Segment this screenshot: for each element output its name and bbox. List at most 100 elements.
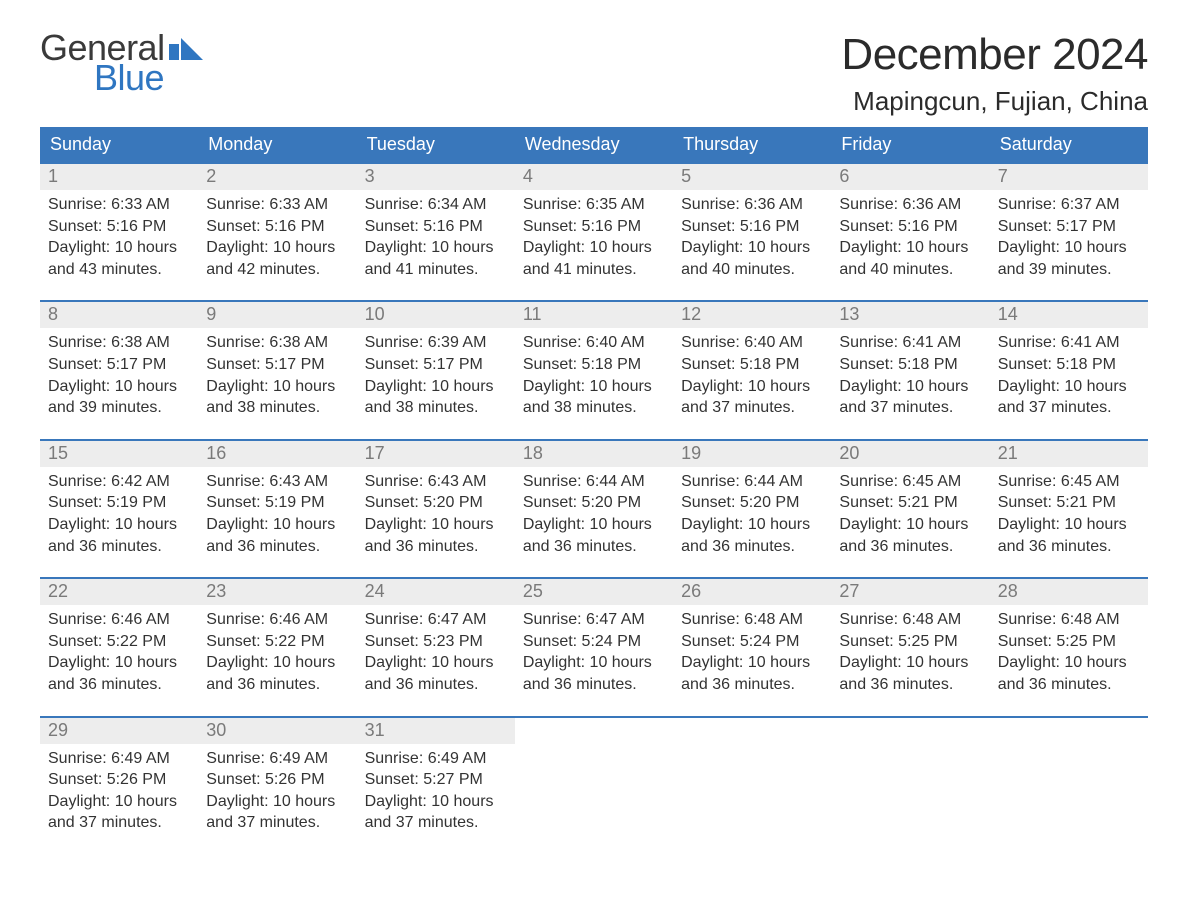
day-sunset: Sunset: 5:17 PM	[365, 354, 507, 376]
day-daylight1: Daylight: 10 hours	[681, 237, 823, 259]
day-sunset: Sunset: 5:24 PM	[523, 631, 665, 653]
day-daylight2: and 36 minutes.	[681, 674, 823, 696]
day-daylight1: Daylight: 10 hours	[681, 514, 823, 536]
day-daylight2: and 36 minutes.	[206, 674, 348, 696]
day-body: Sunrise: 6:36 AMSunset: 5:16 PMDaylight:…	[831, 190, 989, 280]
day-daylight1: Daylight: 10 hours	[681, 652, 823, 674]
week-row: 29Sunrise: 6:49 AMSunset: 5:26 PMDayligh…	[40, 716, 1148, 854]
day-cell	[831, 718, 989, 854]
day-sunset: Sunset: 5:26 PM	[48, 769, 190, 791]
day-daylight1: Daylight: 10 hours	[206, 514, 348, 536]
day-body: Sunrise: 6:40 AMSunset: 5:18 PMDaylight:…	[515, 328, 673, 418]
day-daylight1: Daylight: 10 hours	[523, 237, 665, 259]
day-body: Sunrise: 6:37 AMSunset: 5:17 PMDaylight:…	[990, 190, 1148, 280]
day-body: Sunrise: 6:38 AMSunset: 5:17 PMDaylight:…	[198, 328, 356, 418]
day-daylight1: Daylight: 10 hours	[998, 652, 1140, 674]
day-cell: 27Sunrise: 6:48 AMSunset: 5:25 PMDayligh…	[831, 579, 989, 715]
day-cell: 8Sunrise: 6:38 AMSunset: 5:17 PMDaylight…	[40, 302, 198, 438]
day-sunset: Sunset: 5:17 PM	[998, 216, 1140, 238]
day-sunrise: Sunrise: 6:48 AM	[998, 609, 1140, 631]
day-daylight2: and 41 minutes.	[365, 259, 507, 281]
day-sunrise: Sunrise: 6:40 AM	[523, 332, 665, 354]
day-body: Sunrise: 6:36 AMSunset: 5:16 PMDaylight:…	[673, 190, 831, 280]
day-daylight1: Daylight: 10 hours	[998, 237, 1140, 259]
day-daylight1: Daylight: 10 hours	[48, 652, 190, 674]
day-daylight1: Daylight: 10 hours	[206, 791, 348, 813]
day-sunrise: Sunrise: 6:38 AM	[48, 332, 190, 354]
day-number: 9	[198, 302, 356, 328]
day-body: Sunrise: 6:49 AMSunset: 5:26 PMDaylight:…	[40, 744, 198, 834]
day-cell: 15Sunrise: 6:42 AMSunset: 5:19 PMDayligh…	[40, 441, 198, 577]
day-sunrise: Sunrise: 6:41 AM	[998, 332, 1140, 354]
day-sunrise: Sunrise: 6:48 AM	[681, 609, 823, 631]
day-daylight2: and 36 minutes.	[48, 674, 190, 696]
day-body: Sunrise: 6:43 AMSunset: 5:20 PMDaylight:…	[357, 467, 515, 557]
day-number: 22	[40, 579, 198, 605]
day-daylight2: and 39 minutes.	[48, 397, 190, 419]
day-daylight2: and 36 minutes.	[998, 536, 1140, 558]
day-sunset: Sunset: 5:21 PM	[998, 492, 1140, 514]
day-body: Sunrise: 6:33 AMSunset: 5:16 PMDaylight:…	[198, 190, 356, 280]
week-row: 1Sunrise: 6:33 AMSunset: 5:16 PMDaylight…	[40, 162, 1148, 300]
day-cell: 13Sunrise: 6:41 AMSunset: 5:18 PMDayligh…	[831, 302, 989, 438]
day-number: 4	[515, 164, 673, 190]
day-number: 23	[198, 579, 356, 605]
day-body: Sunrise: 6:48 AMSunset: 5:25 PMDaylight:…	[990, 605, 1148, 695]
day-daylight2: and 37 minutes.	[206, 812, 348, 834]
day-body: Sunrise: 6:49 AMSunset: 5:26 PMDaylight:…	[198, 744, 356, 834]
day-sunset: Sunset: 5:16 PM	[365, 216, 507, 238]
day-number: 14	[990, 302, 1148, 328]
day-sunset: Sunset: 5:25 PM	[839, 631, 981, 653]
day-cell	[673, 718, 831, 854]
day-body: Sunrise: 6:39 AMSunset: 5:17 PMDaylight:…	[357, 328, 515, 418]
title-location: Mapingcun, Fujian, China	[841, 86, 1148, 117]
day-daylight2: and 40 minutes.	[839, 259, 981, 281]
day-daylight1: Daylight: 10 hours	[365, 376, 507, 398]
day-sunset: Sunset: 5:24 PM	[681, 631, 823, 653]
day-cell: 31Sunrise: 6:49 AMSunset: 5:27 PMDayligh…	[357, 718, 515, 854]
day-daylight2: and 38 minutes.	[523, 397, 665, 419]
day-daylight2: and 36 minutes.	[206, 536, 348, 558]
week-row: 22Sunrise: 6:46 AMSunset: 5:22 PMDayligh…	[40, 577, 1148, 715]
day-daylight2: and 40 minutes.	[681, 259, 823, 281]
day-daylight1: Daylight: 10 hours	[206, 652, 348, 674]
day-sunrise: Sunrise: 6:44 AM	[523, 471, 665, 493]
day-daylight2: and 36 minutes.	[365, 536, 507, 558]
day-sunset: Sunset: 5:19 PM	[48, 492, 190, 514]
day-sunset: Sunset: 5:20 PM	[365, 492, 507, 514]
day-number: 15	[40, 441, 198, 467]
day-daylight1: Daylight: 10 hours	[839, 652, 981, 674]
day-body: Sunrise: 6:49 AMSunset: 5:27 PMDaylight:…	[357, 744, 515, 834]
day-body: Sunrise: 6:47 AMSunset: 5:24 PMDaylight:…	[515, 605, 673, 695]
dow-tuesday: Tuesday	[357, 127, 515, 162]
day-sunset: Sunset: 5:17 PM	[206, 354, 348, 376]
day-daylight1: Daylight: 10 hours	[365, 791, 507, 813]
day-daylight2: and 42 minutes.	[206, 259, 348, 281]
day-body: Sunrise: 6:41 AMSunset: 5:18 PMDaylight:…	[990, 328, 1148, 418]
day-sunrise: Sunrise: 6:42 AM	[48, 471, 190, 493]
day-cell: 22Sunrise: 6:46 AMSunset: 5:22 PMDayligh…	[40, 579, 198, 715]
day-daylight2: and 37 minutes.	[681, 397, 823, 419]
day-daylight1: Daylight: 10 hours	[523, 514, 665, 536]
day-cell: 7Sunrise: 6:37 AMSunset: 5:17 PMDaylight…	[990, 164, 1148, 300]
day-daylight2: and 36 minutes.	[839, 674, 981, 696]
day-daylight1: Daylight: 10 hours	[365, 514, 507, 536]
day-sunrise: Sunrise: 6:46 AM	[206, 609, 348, 631]
day-sunrise: Sunrise: 6:49 AM	[48, 748, 190, 770]
day-daylight2: and 36 minutes.	[523, 536, 665, 558]
day-sunset: Sunset: 5:16 PM	[48, 216, 190, 238]
day-sunset: Sunset: 5:18 PM	[839, 354, 981, 376]
day-daylight2: and 36 minutes.	[365, 674, 507, 696]
day-daylight2: and 39 minutes.	[998, 259, 1140, 281]
day-daylight1: Daylight: 10 hours	[523, 652, 665, 674]
day-sunrise: Sunrise: 6:34 AM	[365, 194, 507, 216]
day-daylight1: Daylight: 10 hours	[48, 791, 190, 813]
day-daylight1: Daylight: 10 hours	[839, 376, 981, 398]
day-daylight2: and 41 minutes.	[523, 259, 665, 281]
day-sunset: Sunset: 5:25 PM	[998, 631, 1140, 653]
day-cell: 16Sunrise: 6:43 AMSunset: 5:19 PMDayligh…	[198, 441, 356, 577]
day-sunrise: Sunrise: 6:49 AM	[365, 748, 507, 770]
day-number: 5	[673, 164, 831, 190]
day-sunrise: Sunrise: 6:47 AM	[523, 609, 665, 631]
day-number: 11	[515, 302, 673, 328]
